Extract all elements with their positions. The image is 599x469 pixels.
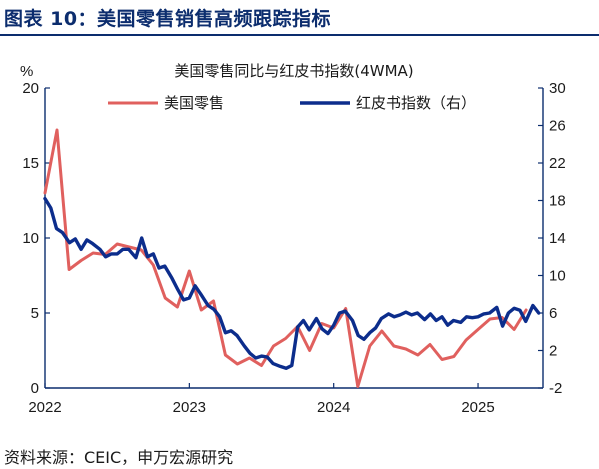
figure-title: 图表 10：美国零售销售高频跟踪指标 [4,8,332,30]
y-left-tick-label: 10 [22,230,39,247]
title-rule [0,34,599,36]
chart-title: 美国零售同比与红皮书指数(4WMA) [174,62,413,80]
legend: 美国零售 红皮书指数（右） [108,94,476,112]
y-right-tick-label: -2 [549,380,562,397]
x-tick-label: 2024 [317,399,350,416]
y-right-tick-label: 10 [549,268,566,285]
y-right-tick-label: 6 [549,305,557,322]
y-right-tick-label: 2 [549,343,557,360]
y-right-tick-label: 26 [549,118,566,135]
y-left-tick-label: 20 [22,80,39,97]
series-line-redbook [43,196,541,370]
y-right-tick-label: 18 [549,193,566,210]
y-left-tick-label: 5 [31,305,39,322]
y-left-tick-label: 0 [31,380,39,397]
x-tick-label: 2025 [461,399,494,416]
x-tick-label: 2022 [28,399,61,416]
y-right-tick-label: 30 [549,80,566,97]
y-right-tick-label: 14 [549,230,566,247]
legend-label-redbook: 红皮书指数（右） [356,94,476,112]
y-unit-label: % [20,63,33,80]
series-line-retail [43,128,528,388]
series-layer [43,128,541,388]
legend-label-retail: 美国零售 [164,94,224,112]
source-note: 资料来源：CEIC，申万宏源研究 [4,448,234,467]
y-left-tick-label: 15 [22,155,39,172]
x-tick-label: 2023 [173,399,206,416]
y-right-tick-label: 22 [549,155,566,172]
